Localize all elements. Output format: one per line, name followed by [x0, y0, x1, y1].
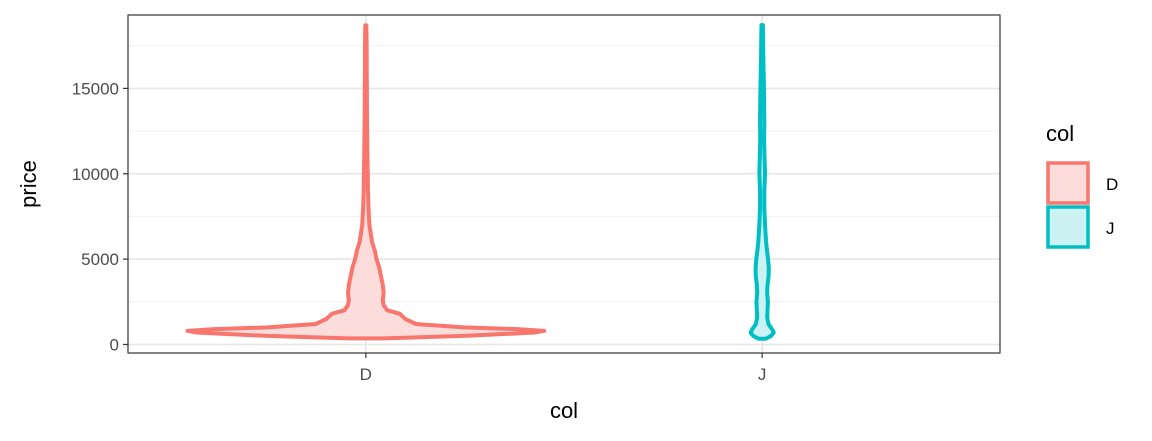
y-axis: 0 5000 10000 15000 [72, 79, 128, 354]
legend-key-j [1046, 205, 1090, 249]
violin-d [185, 23, 547, 341]
y-tick-label: 0 [110, 335, 119, 354]
violin-j [748, 23, 776, 341]
x-tick-label: D [360, 365, 372, 384]
x-tick-label: J [758, 365, 767, 384]
y-tick-label: 15000 [72, 79, 119, 98]
grid-lines [128, 15, 1000, 353]
legend-key-d [1046, 161, 1090, 205]
legend-label: J [1106, 219, 1115, 238]
y-tick-label: 10000 [72, 165, 119, 184]
panel-background [128, 15, 1000, 353]
panel-border [127, 14, 1001, 354]
violins [185, 23, 776, 341]
legend-title: col [1046, 121, 1074, 146]
legend: col D J [1046, 121, 1118, 249]
x-axis-title: col [550, 398, 578, 423]
y-axis-title: price [16, 160, 41, 208]
y-tick-label: 5000 [81, 250, 119, 269]
legend-label: D [1106, 175, 1118, 194]
